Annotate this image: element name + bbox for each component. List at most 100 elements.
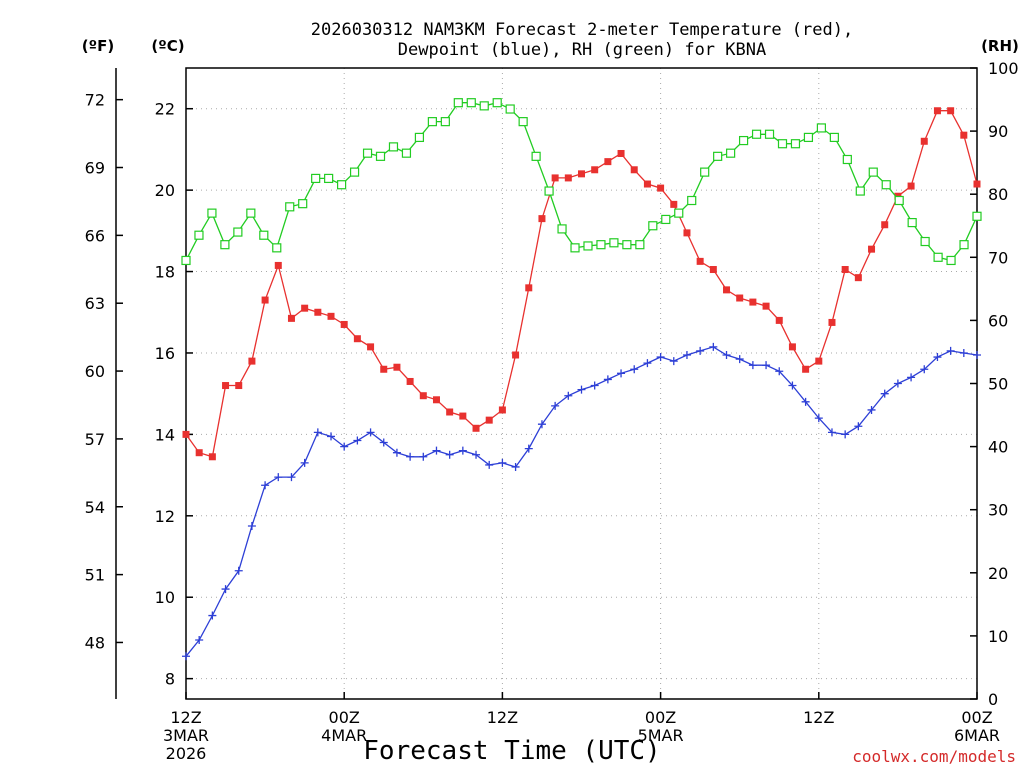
rh-point xyxy=(337,180,347,190)
fahrenheit-unit-label: (ºF) xyxy=(82,37,114,55)
rh-series xyxy=(181,98,982,266)
temperature-point xyxy=(828,318,836,326)
dewpoint-point xyxy=(762,361,771,370)
dewpoint-point xyxy=(933,353,942,362)
rh-point xyxy=(466,98,476,108)
temperature-point xyxy=(419,392,427,400)
rh-point xyxy=(505,104,515,114)
temperature-point xyxy=(775,316,783,324)
rh-point xyxy=(311,173,321,184)
fahrenheit-tick-label: 54 xyxy=(85,498,105,517)
temperature-point xyxy=(591,166,599,174)
dewpoint-point xyxy=(656,353,665,362)
rh-tick-label: 80 xyxy=(988,185,1008,204)
plot-frame xyxy=(185,67,978,700)
temperature-point xyxy=(696,257,704,265)
rh-point xyxy=(220,240,230,250)
fahrenheit-tick-label: 60 xyxy=(85,362,105,381)
temperature-point xyxy=(525,284,533,292)
temperature-point xyxy=(538,215,546,223)
dewpoint-point xyxy=(208,611,217,620)
temperature-point xyxy=(340,320,348,328)
dewpoint-point xyxy=(893,379,902,388)
dewpoint-point xyxy=(445,450,454,459)
temperature-point xyxy=(802,365,810,373)
dewpoint-point xyxy=(300,458,309,467)
rh-point xyxy=(738,135,749,146)
dewpoint-point xyxy=(524,444,533,453)
time-tick-label: 6MAR xyxy=(954,726,1000,745)
rh-point xyxy=(194,230,204,240)
rh-point xyxy=(687,195,697,206)
temperature-point xyxy=(683,229,691,237)
rh-point xyxy=(933,252,943,262)
temperature-point xyxy=(195,449,203,457)
rh-point xyxy=(557,224,567,234)
dewpoint-point xyxy=(537,420,546,429)
rh-tick-label: 30 xyxy=(988,501,1008,520)
rh-point xyxy=(259,230,269,240)
rh-point xyxy=(907,217,917,228)
celsius-tick-label: 12 xyxy=(155,507,175,526)
rh-tick-label: 100 xyxy=(988,59,1019,78)
rh-point xyxy=(790,139,801,149)
time-tick-label: 3MAR xyxy=(163,726,209,745)
fahrenheit-tick-label: 51 xyxy=(85,566,105,585)
rh-tick-label: 40 xyxy=(988,438,1008,457)
dewpoint-point xyxy=(392,448,401,457)
dewpoint-point xyxy=(735,355,744,364)
temperature-point xyxy=(709,266,717,274)
time-tick-label: 12Z xyxy=(803,708,834,727)
dewpoint-point xyxy=(643,359,652,368)
rh-point xyxy=(388,142,399,152)
dewpoint-point xyxy=(801,397,810,406)
temperature-point xyxy=(960,131,968,139)
temperature-point xyxy=(630,166,638,174)
rh-point xyxy=(427,117,437,127)
dewpoint-point xyxy=(551,401,560,410)
celsius-tick-label: 16 xyxy=(155,344,175,363)
dewpoint-point xyxy=(313,428,322,437)
rh-tick-label: 90 xyxy=(988,122,1008,141)
temperature-point xyxy=(235,382,243,390)
rh-point xyxy=(635,240,645,250)
rh-point xyxy=(324,173,334,184)
dewpoint-point xyxy=(366,428,375,437)
rh-point xyxy=(726,148,736,158)
celsius-axis-ticks: 8 10 12 14 16 18 20 22 xyxy=(155,100,193,689)
dewpoint-point xyxy=(498,458,507,467)
rh-line xyxy=(185,102,978,262)
rh-point xyxy=(349,167,360,177)
temperature-point xyxy=(604,158,612,166)
rh-tick-label: 70 xyxy=(988,248,1008,267)
rh-point xyxy=(362,148,373,158)
celsius-tick-label: 10 xyxy=(155,588,175,607)
temperature-point xyxy=(472,424,480,432)
temperature-point xyxy=(723,286,731,294)
celsius-tick-label: 14 xyxy=(155,425,175,444)
rh-point xyxy=(777,139,788,149)
temperature-point xyxy=(367,343,375,351)
dewpoint-point xyxy=(814,414,823,423)
temperature-point xyxy=(564,174,572,182)
dewpoint-point xyxy=(973,351,981,360)
chart-title-line-1: 2026030312 NAM3KM Forecast 2-meter Tempe… xyxy=(311,20,853,40)
rh-point xyxy=(764,129,775,139)
dewpoint-point xyxy=(920,365,929,374)
dewpoint-point xyxy=(340,442,349,451)
rh-point xyxy=(816,123,826,133)
rh-unit-label: (RH) xyxy=(981,37,1019,55)
temperature-point xyxy=(841,266,849,274)
rh-point xyxy=(479,101,489,111)
rh-point xyxy=(751,129,762,139)
rh-point xyxy=(181,255,191,266)
time-tick-label: 4MAR xyxy=(321,726,367,745)
rh-point xyxy=(414,132,425,143)
temperature-point xyxy=(947,107,955,115)
temperature-point xyxy=(643,180,651,188)
dewpoint-series xyxy=(182,342,981,661)
dewpoint-point xyxy=(775,367,784,376)
rh-point xyxy=(855,186,865,196)
time-tick-label: 12Z xyxy=(487,708,518,727)
rh-point xyxy=(946,255,956,266)
